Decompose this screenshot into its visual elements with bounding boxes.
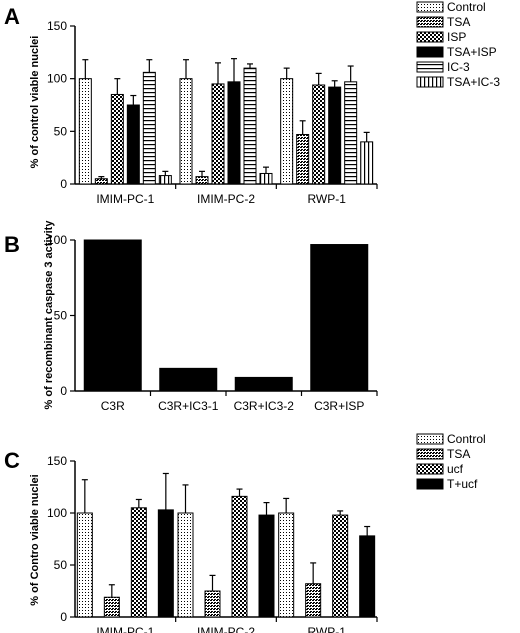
bar [177, 512, 194, 618]
y-tick-label: 100 [47, 72, 67, 86]
bar [258, 514, 275, 618]
bar [211, 83, 225, 185]
legend-label: Control [447, 432, 486, 446]
bar [360, 141, 374, 185]
y-tick-label: 100 [47, 506, 67, 520]
legend-label: ISP [447, 30, 466, 44]
panel-b-ylabel: % of recombinant caspase 3 activity [43, 220, 55, 410]
bar [359, 535, 376, 618]
legend-label: ucf [447, 462, 464, 476]
bar [130, 507, 147, 618]
bar [158, 175, 172, 185]
legend-swatch [416, 76, 444, 88]
bar [103, 596, 120, 618]
legend-swatch [416, 1, 444, 13]
bar [227, 81, 241, 185]
bar [126, 104, 140, 185]
x-tick-label: IMIM-PC-2 [197, 192, 255, 206]
x-tick-label: C3R+IC3-1 [158, 399, 219, 413]
bar [157, 509, 174, 618]
panel-a-letter: A [4, 4, 20, 29]
x-tick-label: C3R+IC3-2 [234, 399, 295, 413]
y-tick-label: 50 [54, 124, 68, 138]
legend-label: IC-3 [447, 60, 470, 74]
bar [280, 78, 294, 185]
x-tick-label: RWP-1 [307, 192, 346, 206]
bar [195, 176, 209, 185]
x-tick-label: C3R [101, 399, 125, 413]
legend-label: TSA+ISP [447, 45, 497, 59]
legend-swatch [416, 31, 444, 43]
legend-swatch [416, 448, 444, 460]
bar [231, 495, 248, 618]
x-tick-label: IMIM-PC-1 [96, 625, 154, 633]
legend-label: TSA [447, 15, 470, 29]
bar [278, 512, 295, 618]
bar [243, 67, 257, 185]
legend-swatch [416, 433, 444, 445]
legend-swatch [416, 463, 444, 475]
x-tick-label: C3R+ISP [314, 399, 364, 413]
panel-b-letter: B [4, 232, 20, 257]
bar [76, 512, 93, 618]
bar [328, 86, 342, 185]
bar [310, 244, 369, 392]
panel-c-letter: C [4, 448, 20, 473]
y-tick-label: 0 [60, 610, 67, 624]
legend-label: Control [447, 0, 486, 14]
bar [305, 583, 322, 618]
bar [259, 172, 273, 185]
bar [234, 376, 293, 392]
legend-label: T+ucf [447, 477, 478, 491]
panel-a-ylabel: % of control viable nuclei [29, 36, 41, 169]
bar [179, 78, 193, 185]
bar [332, 514, 349, 618]
legend-label: TSA+IC-3 [447, 75, 500, 89]
bar [344, 81, 358, 185]
bar [83, 239, 142, 392]
bar [312, 84, 326, 185]
x-tick-label: IMIM-PC-2 [197, 625, 255, 633]
bar [78, 78, 92, 185]
y-tick-label: 0 [60, 177, 67, 191]
legend-swatch [416, 16, 444, 28]
bar [159, 367, 218, 392]
legend-swatch [416, 46, 444, 58]
y-tick-label: 150 [47, 19, 67, 33]
legend-swatch [416, 61, 444, 73]
bar [296, 133, 310, 185]
y-tick-label: 150 [47, 454, 67, 468]
x-tick-label: RWP-1 [307, 625, 346, 633]
bar [204, 590, 221, 618]
y-tick-label: 100 [47, 233, 67, 247]
panel-b-plot: 0 50 100 C3R C3R+IC3-1 C3R+IC3-2 C3R+ISP [47, 233, 378, 413]
legend-label: TSA [447, 447, 470, 461]
legend-swatch [416, 478, 444, 490]
y-tick-label: 0 [60, 384, 67, 398]
bar [94, 178, 108, 185]
y-tick-label: 50 [54, 309, 68, 323]
panel-c-ylabel: % of Contro viable nuclei [29, 474, 41, 605]
y-tick-label: 50 [54, 558, 68, 572]
bar [110, 93, 124, 185]
bar [142, 71, 156, 185]
x-tick-label: IMIM-PC-1 [96, 192, 154, 206]
